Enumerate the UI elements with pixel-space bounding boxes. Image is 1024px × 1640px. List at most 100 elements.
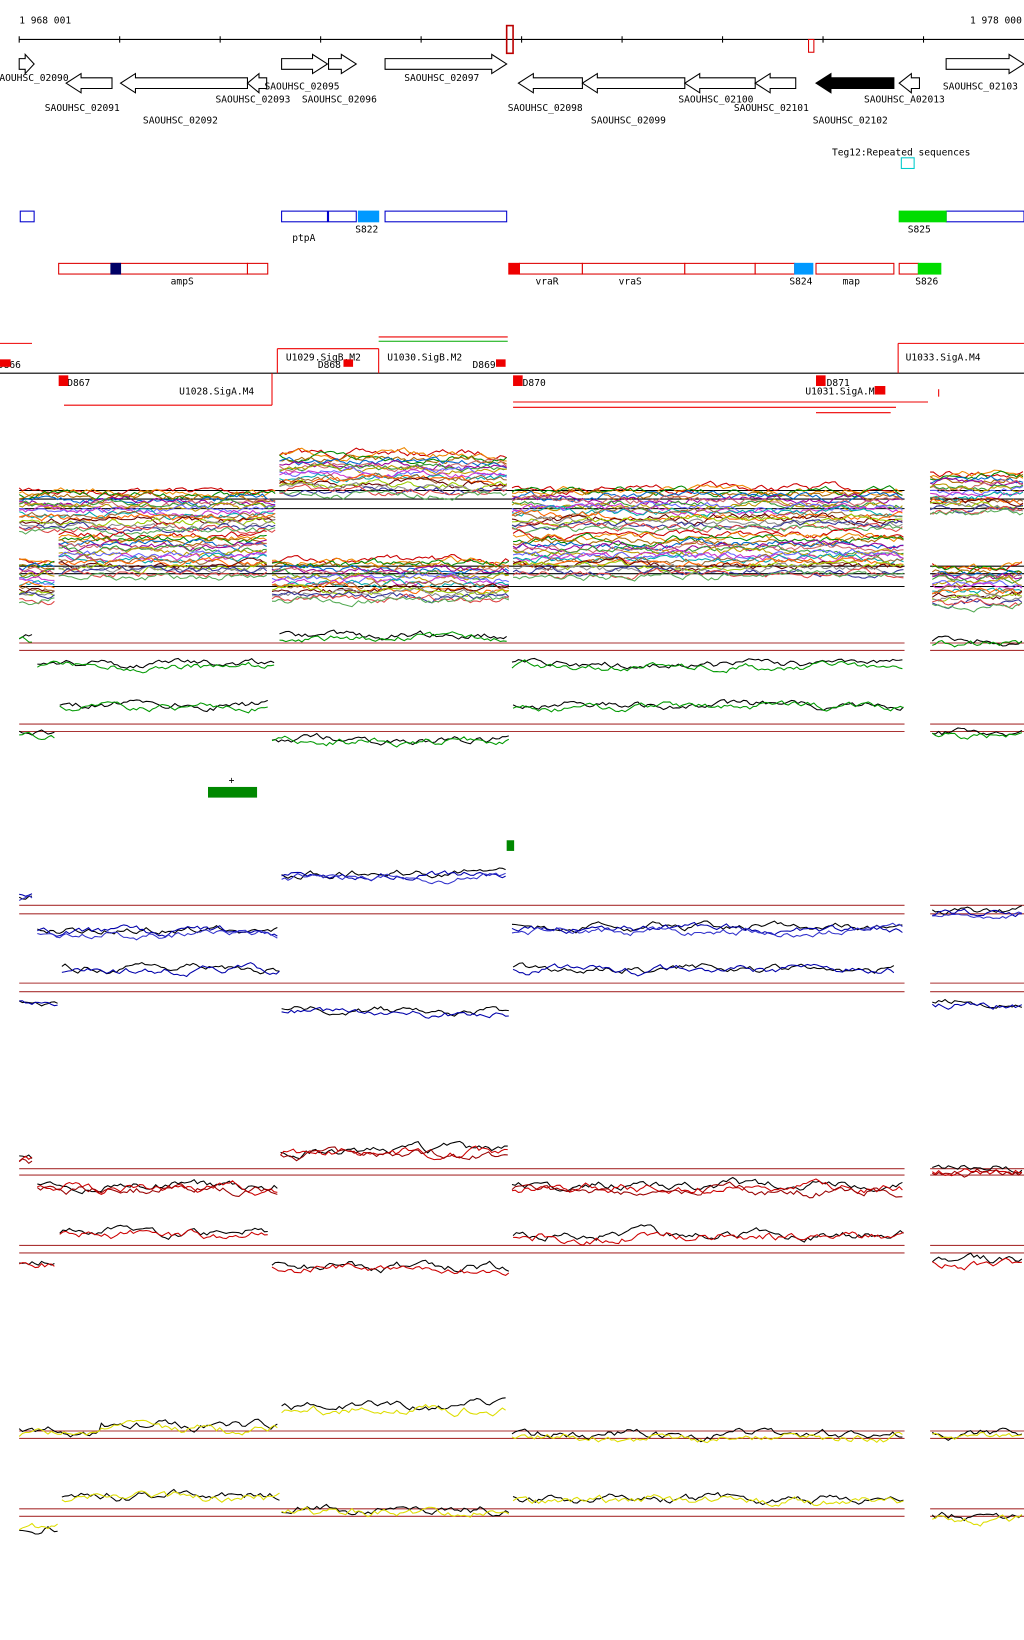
promoter-label: D868 bbox=[318, 360, 341, 371]
gene-arrow bbox=[754, 72, 797, 94]
expression-profile bbox=[18, 1397, 1023, 1443]
promoter-label: D871 bbox=[827, 378, 850, 389]
expression-profile bbox=[18, 867, 1023, 935]
gene-label: SAOUHSC_02102 bbox=[813, 116, 888, 127]
red-feature bbox=[581, 262, 686, 275]
expression-profile bbox=[19, 490, 1024, 537]
expression-profile bbox=[19, 568, 1023, 613]
red-feature bbox=[518, 262, 583, 275]
gene-arrow bbox=[581, 72, 686, 94]
promoter-label: U1028.SigA.M4 bbox=[179, 387, 254, 398]
expression-profile bbox=[18, 556, 1023, 600]
gene-arrow bbox=[517, 72, 583, 94]
gene-arrow bbox=[18, 53, 35, 75]
expression-profile bbox=[18, 479, 1023, 527]
expression-profile bbox=[19, 483, 1024, 535]
expression-profile bbox=[19, 1228, 1022, 1277]
expression-profile bbox=[19, 549, 1023, 590]
gene-arrow bbox=[281, 53, 329, 75]
gene-label: SAOUHSC_02097 bbox=[404, 73, 479, 84]
feature-label: S822 bbox=[355, 224, 378, 235]
gene-label: SAOUHSC_02096 bbox=[302, 94, 377, 105]
red-feature bbox=[246, 262, 269, 275]
ruler-mark bbox=[505, 24, 514, 55]
green-square bbox=[506, 840, 515, 851]
red-feature bbox=[794, 262, 814, 275]
expression-profile bbox=[19, 476, 1024, 526]
expression-profile bbox=[19, 1224, 1023, 1274]
feature-label: S826 bbox=[915, 277, 938, 288]
gene-arrow bbox=[246, 72, 268, 94]
gene-label: SAOUHSC_02090 bbox=[0, 73, 69, 84]
expression-profile bbox=[18, 486, 1024, 534]
feature-label: vraS bbox=[619, 277, 642, 288]
gene-label: SAOUHSC_02091 bbox=[45, 103, 120, 114]
gene-label: SAOUHSC_02101 bbox=[734, 103, 809, 114]
expression-profile bbox=[18, 872, 1023, 941]
promoter-box bbox=[496, 359, 506, 367]
expression-profile bbox=[18, 1490, 1023, 1531]
gene-label: SAOUHSC_02092 bbox=[143, 116, 218, 127]
red-feature bbox=[898, 262, 919, 275]
feature-label: vraR bbox=[535, 277, 558, 288]
red-feature bbox=[815, 262, 895, 275]
expression-profile bbox=[19, 469, 1023, 517]
expression-profile bbox=[19, 473, 1023, 523]
expression-profile bbox=[18, 1145, 1022, 1196]
promoter-label: U1033.SigA.M4 bbox=[906, 352, 981, 363]
promoter-label: D867 bbox=[67, 378, 90, 389]
red-feature bbox=[508, 262, 520, 275]
expression-profile bbox=[18, 447, 1024, 500]
red-feature bbox=[110, 262, 122, 275]
promoter-box bbox=[0, 359, 11, 367]
gene-label: SAOUHSC_02099 bbox=[591, 116, 666, 127]
expression-profile bbox=[18, 1146, 1023, 1199]
promoter-label: U1030.SigB.M2 bbox=[387, 352, 462, 363]
expression-profile bbox=[19, 700, 1023, 748]
gene-arrow bbox=[384, 53, 508, 75]
gene-label: SAOUHSC_02100 bbox=[678, 94, 753, 105]
promoter-label: D870 bbox=[523, 378, 546, 389]
blue-feature bbox=[281, 210, 328, 223]
expression-profile bbox=[19, 532, 1023, 575]
promoter-label: U1029.SigB.M2 bbox=[286, 352, 361, 363]
expression-profile bbox=[19, 454, 1024, 504]
expression-profile bbox=[18, 540, 1023, 582]
expression-profile bbox=[18, 1403, 1023, 1444]
green-feature bbox=[917, 262, 942, 275]
gene-arrow bbox=[683, 72, 756, 94]
gene-arrow bbox=[815, 72, 895, 94]
promoter-box bbox=[513, 375, 523, 387]
feature-label: S824 bbox=[789, 277, 812, 288]
gene-label: SAOUHSC_02095 bbox=[265, 82, 340, 93]
promoter-box bbox=[874, 386, 886, 395]
expression-profile bbox=[18, 458, 1024, 510]
expression-profile bbox=[19, 870, 1022, 938]
green-box bbox=[208, 786, 258, 798]
ruler-mark bbox=[808, 38, 815, 53]
expression-profile bbox=[19, 962, 1023, 1019]
gene-arrow bbox=[945, 53, 1024, 75]
expression-profile bbox=[18, 629, 1023, 670]
promoter-box bbox=[343, 359, 354, 367]
feature-label: ampS bbox=[171, 277, 194, 288]
gene-label: SAOUHSC_A02013 bbox=[864, 94, 945, 105]
blue-feature bbox=[357, 210, 380, 223]
promoter-box bbox=[58, 375, 69, 387]
blue-feature bbox=[328, 210, 357, 223]
red-feature bbox=[754, 262, 796, 275]
feature-label: ptpA bbox=[292, 233, 315, 244]
promoter-label: U1031.SigA.M3 bbox=[805, 387, 880, 398]
red-feature bbox=[58, 262, 248, 275]
feature-label: map bbox=[843, 277, 861, 288]
expression-profile bbox=[19, 1488, 1023, 1535]
expression-profile bbox=[18, 564, 1023, 610]
ruler-start: 1 968 001 bbox=[19, 15, 71, 26]
ruler-end: 1 978 000 bbox=[970, 15, 1022, 26]
repeat-label: Teg12:Repeated sequences bbox=[832, 148, 970, 159]
blue-feature bbox=[945, 210, 1024, 223]
gene-arrow bbox=[65, 72, 113, 94]
blue-feature bbox=[384, 210, 508, 223]
expression-profile bbox=[18, 699, 1023, 746]
